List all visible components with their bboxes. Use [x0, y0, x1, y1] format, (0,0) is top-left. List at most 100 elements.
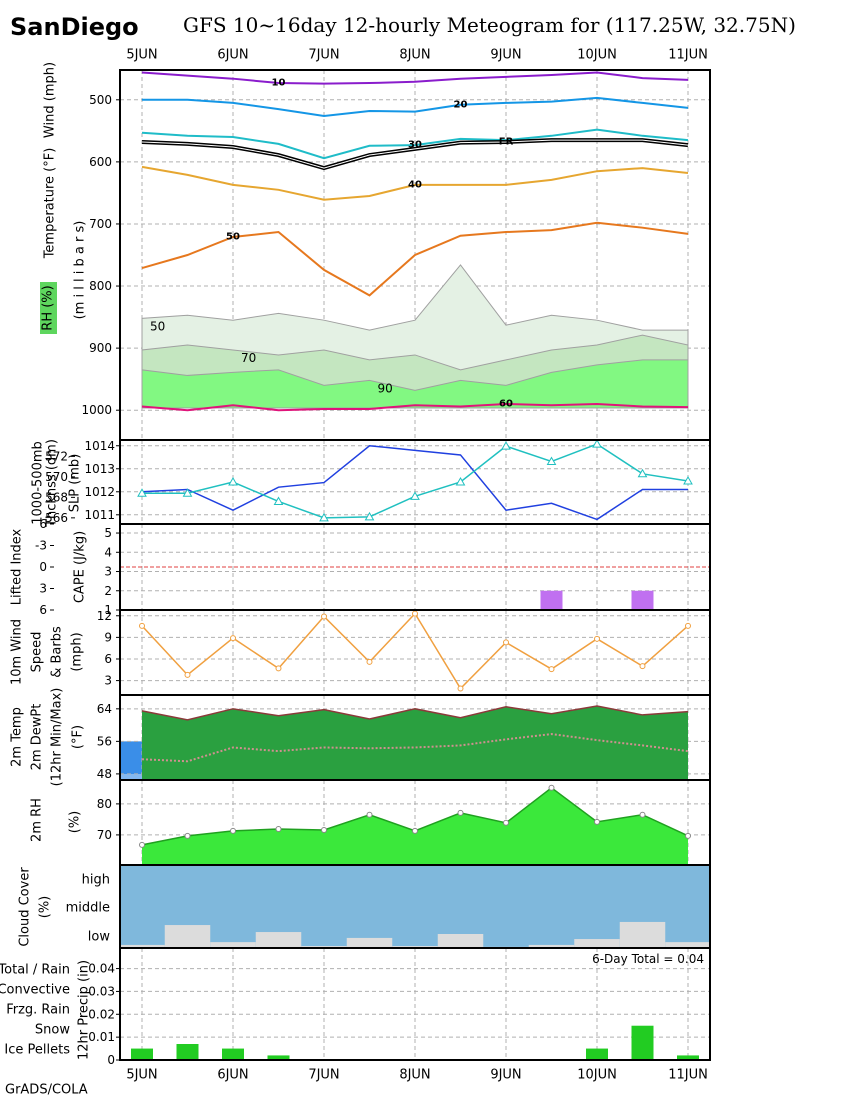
marker — [184, 671, 191, 678]
y-tick-label: 1012 — [84, 485, 115, 499]
axis-label: 1000-500mb — [31, 441, 46, 525]
marker — [683, 475, 693, 485]
y-tick-label: 800 — [89, 279, 112, 293]
marker — [366, 811, 373, 818]
isotherm-label: 50 — [226, 231, 240, 242]
isotherm-label: 60 — [499, 398, 513, 409]
x-tick-label: 10JUN — [577, 1068, 617, 1083]
legend-label: Snow — [35, 1023, 70, 1038]
marker — [230, 827, 236, 834]
y-tick-label: 700 — [89, 217, 112, 231]
isotherm — [141, 402, 689, 412]
marker — [457, 685, 464, 692]
series-line — [141, 444, 688, 521]
x-tick-label: 8JUN — [399, 1068, 430, 1083]
y2-tick-label: 0 — [39, 560, 47, 574]
rh-area — [141, 359, 689, 409]
y-tick-label: 5 — [104, 526, 112, 540]
y-tick-label: 80 — [97, 797, 112, 811]
isotherm-label: 40 — [408, 179, 422, 190]
y2-tick-label: -3 — [35, 539, 47, 553]
axis-label: 12hr Precip (in) — [77, 960, 92, 1060]
marker — [412, 610, 418, 617]
y-tick-label: 1013 — [84, 462, 115, 476]
isotherm — [141, 139, 689, 169]
marker — [685, 622, 691, 629]
x-tick-label: 7JUN — [308, 1068, 339, 1083]
y-tick-label: 0 — [107, 1053, 115, 1067]
isotherm — [141, 221, 689, 297]
marker — [275, 665, 282, 672]
axis-label: 2m DewPt — [30, 704, 45, 771]
axis-label: (12hr Min/Max) — [50, 688, 65, 787]
axis-label: (%) — [38, 896, 53, 919]
y-tick-label: 1000 — [81, 403, 112, 417]
y-tick-label: 70 — [97, 828, 112, 842]
y-tick-label: 48 — [97, 767, 112, 781]
credit: GrADS/COLA — [5, 1083, 88, 1098]
marker — [455, 476, 466, 486]
y-tick-label: 6 — [104, 652, 112, 666]
legend-label: Ice Pellets — [4, 1043, 70, 1058]
isotherm-label: 10 — [272, 78, 286, 89]
axis-label: SLP (mb) — [68, 454, 83, 513]
axis-label: & Barbs — [50, 626, 65, 678]
bar — [631, 1025, 654, 1060]
marker — [637, 468, 648, 478]
low-cloud-bar — [528, 944, 575, 948]
low-cloud-bar — [437, 934, 484, 948]
low-cloud-bar — [255, 932, 302, 948]
bar — [631, 590, 654, 610]
y2-tick-label: 570 — [45, 470, 68, 484]
x-tick-label: 6JUN — [217, 48, 248, 63]
axis-label: Wind (mph) — [43, 62, 58, 138]
axis-label: Cloud Cover — [18, 867, 33, 947]
y-tick-label: 4 — [104, 545, 112, 559]
isotherm-label: 20 — [454, 99, 468, 110]
marker — [137, 488, 147, 497]
chart-title: GFS 10~16day 12-hourly Meteogram for (11… — [183, 13, 796, 37]
marker — [366, 658, 373, 665]
y-tick-label: 64 — [97, 702, 112, 716]
x-tick-label: 6JUN — [217, 1068, 248, 1083]
y-tick-label: 3 — [104, 674, 112, 688]
marker — [275, 826, 282, 833]
marker — [503, 819, 509, 826]
marker — [139, 841, 145, 848]
cloud-level-label: high — [82, 873, 110, 888]
legend-label: Total / Rain — [0, 963, 70, 978]
y-tick-label: 3 — [104, 565, 112, 579]
axis-label: 2m Temp — [10, 707, 25, 767]
marker — [546, 456, 557, 466]
marker — [457, 809, 464, 816]
x-tick-label: 9JUN — [490, 48, 521, 63]
y2-tick-label: 572 — [45, 449, 68, 463]
low-cloud-bar — [164, 925, 211, 948]
isotherm — [141, 128, 689, 160]
isotherm — [141, 165, 689, 201]
x-tick-label: 10JUN — [577, 48, 617, 63]
axis-label: Lifted Index — [10, 528, 25, 605]
y-tick-label: 0.04 — [88, 962, 115, 976]
x-tick-label: 8JUN — [399, 48, 430, 63]
axis-label: (m i l l i b a r s) — [73, 221, 88, 320]
axis-label: (%) — [68, 811, 83, 834]
x-tick-label: 7JUN — [308, 48, 339, 63]
annotation: 6-Day Total = 0.04 — [592, 952, 704, 966]
low-cloud-bar — [665, 942, 710, 948]
isotherm-label: FR — [499, 137, 514, 148]
rh-label-bg — [40, 282, 57, 334]
cloud-background — [120, 865, 710, 948]
y-tick-label: 500 — [89, 93, 112, 107]
marker — [139, 622, 145, 629]
y2-tick-label: 3 — [39, 582, 47, 596]
marker — [501, 441, 511, 450]
axis-label: Temperature (°F) — [43, 148, 58, 260]
x-tick-label: 5JUN — [126, 1068, 157, 1083]
marker — [548, 784, 555, 791]
cloud-level-label: low — [88, 930, 111, 945]
y2-tick-label: 568 — [45, 490, 68, 504]
y-tick-label: 1014 — [84, 439, 115, 453]
legend-label: Convective — [0, 983, 70, 998]
